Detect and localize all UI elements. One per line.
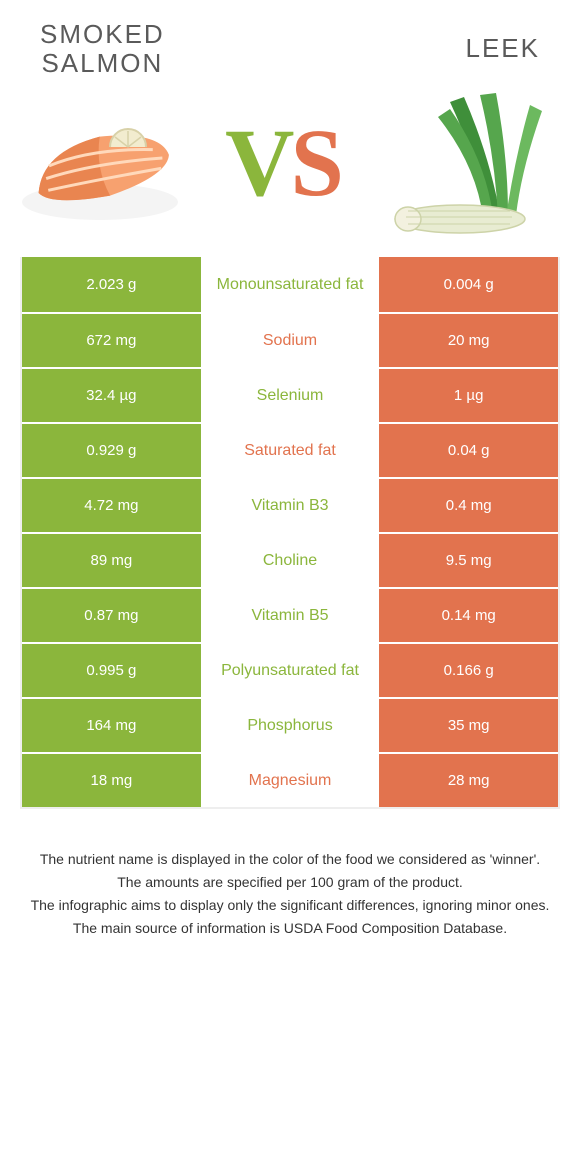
footer-line: The amounts are specified per 100 gram o… — [30, 872, 550, 893]
right-value: 9.5 mg — [379, 532, 558, 587]
right-value: 28 mg — [379, 752, 558, 807]
nutrient-row: 4.72 mgVitamin B30.4 mg — [22, 477, 558, 532]
footer-line: The infographic aims to display only the… — [30, 895, 550, 916]
nutrient-row: 0.87 mgVitamin B50.14 mg — [22, 587, 558, 642]
nutrient-table: 2.023 gMonounsaturated fat0.004 g672 mgS… — [20, 257, 560, 809]
nutrient-label: Monounsaturated fat — [201, 257, 380, 312]
right-value: 35 mg — [379, 697, 558, 752]
vs-v: V — [225, 109, 290, 216]
nutrient-label: Saturated fat — [201, 422, 380, 477]
header: Smoked salmon Leek — [0, 0, 580, 77]
left-value: 0.995 g — [22, 642, 201, 697]
left-value: 2.023 g — [22, 257, 201, 312]
left-food-title: Smoked salmon — [40, 20, 165, 77]
left-value: 164 mg — [22, 697, 201, 752]
nutrient-label: Polyunsaturated fat — [201, 642, 380, 697]
right-value: 20 mg — [379, 312, 558, 367]
right-value: 0.04 g — [379, 422, 558, 477]
leek-icon — [380, 87, 550, 237]
footer-line: The nutrient name is displayed in the co… — [30, 849, 550, 870]
nutrient-row: 672 mgSodium20 mg — [22, 312, 558, 367]
nutrient-label: Vitamin B3 — [201, 477, 380, 532]
nutrient-label: Magnesium — [201, 752, 380, 807]
nutrient-label: Vitamin B5 — [201, 587, 380, 642]
left-value: 0.87 mg — [22, 587, 201, 642]
vs-label: VS — [225, 107, 340, 218]
nutrient-row: 0.995 gPolyunsaturated fat0.166 g — [22, 642, 558, 697]
left-value: 4.72 mg — [22, 477, 201, 532]
nutrient-row: 2.023 gMonounsaturated fat0.004 g — [22, 257, 558, 312]
right-value: 0.14 mg — [379, 587, 558, 642]
footer-notes: The nutrient name is displayed in the co… — [0, 809, 580, 939]
hero-row: VS — [0, 77, 580, 257]
nutrient-label: Choline — [201, 532, 380, 587]
nutrient-label: Sodium — [201, 312, 380, 367]
right-value: 0.4 mg — [379, 477, 558, 532]
nutrient-row: 89 mgCholine9.5 mg — [22, 532, 558, 587]
left-value: 18 mg — [22, 752, 201, 807]
vs-s: S — [290, 109, 339, 216]
salmon-icon — [15, 87, 185, 237]
right-food-title: Leek — [466, 34, 541, 63]
left-value: 0.929 g — [22, 422, 201, 477]
right-value: 0.166 g — [379, 642, 558, 697]
left-value: 672 mg — [22, 312, 201, 367]
left-value: 32.4 µg — [22, 367, 201, 422]
nutrient-row: 32.4 µgSelenium1 µg — [22, 367, 558, 422]
nutrient-row: 18 mgMagnesium28 mg — [22, 752, 558, 807]
nutrient-label: Selenium — [201, 367, 380, 422]
nutrient-label: Phosphorus — [201, 697, 380, 752]
footer-line: The main source of information is USDA F… — [30, 918, 550, 939]
left-value: 89 mg — [22, 532, 201, 587]
right-value: 1 µg — [379, 367, 558, 422]
nutrient-row: 164 mgPhosphorus35 mg — [22, 697, 558, 752]
nutrient-row: 0.929 gSaturated fat0.04 g — [22, 422, 558, 477]
right-value: 0.004 g — [379, 257, 558, 312]
